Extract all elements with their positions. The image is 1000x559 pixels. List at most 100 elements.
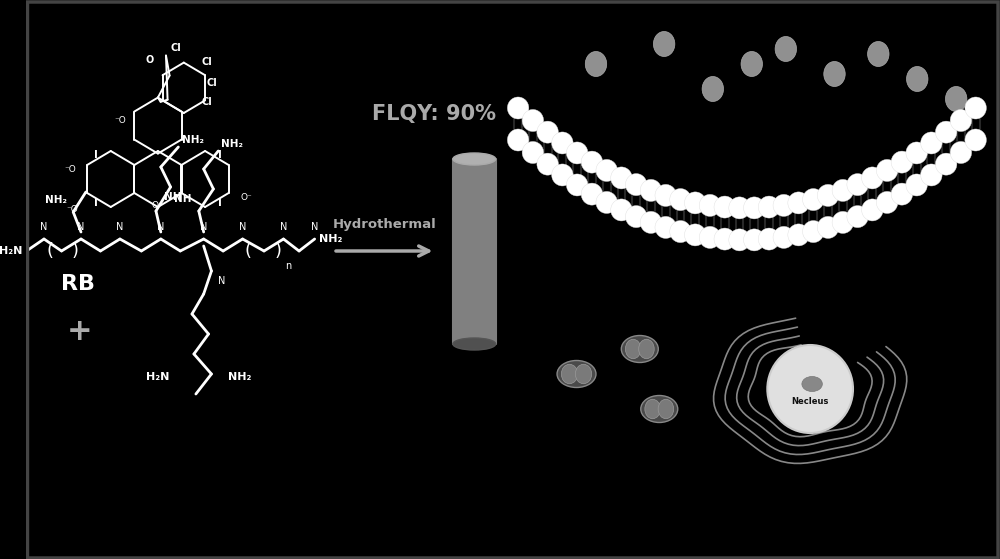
Circle shape bbox=[714, 196, 735, 218]
Ellipse shape bbox=[868, 41, 889, 67]
Circle shape bbox=[906, 142, 927, 164]
Circle shape bbox=[552, 164, 573, 186]
Text: n: n bbox=[285, 261, 292, 271]
Text: O⁻: O⁻ bbox=[240, 192, 252, 201]
Text: NH₂: NH₂ bbox=[228, 372, 251, 382]
Circle shape bbox=[921, 164, 942, 186]
Circle shape bbox=[921, 132, 942, 154]
Circle shape bbox=[729, 229, 750, 251]
Ellipse shape bbox=[453, 338, 496, 350]
Circle shape bbox=[935, 121, 957, 143]
Circle shape bbox=[788, 192, 809, 214]
Circle shape bbox=[773, 195, 794, 216]
Circle shape bbox=[566, 142, 588, 164]
Text: ⁻O: ⁻O bbox=[114, 116, 126, 125]
Text: RB: RB bbox=[61, 274, 95, 294]
Text: O: O bbox=[151, 201, 158, 210]
Text: Cl: Cl bbox=[170, 42, 181, 53]
Circle shape bbox=[670, 221, 691, 243]
Text: I: I bbox=[218, 198, 222, 208]
Ellipse shape bbox=[945, 87, 967, 111]
Text: Cl: Cl bbox=[207, 78, 218, 88]
Ellipse shape bbox=[658, 399, 674, 419]
Text: ): ) bbox=[72, 242, 79, 260]
Ellipse shape bbox=[585, 51, 607, 77]
Circle shape bbox=[537, 121, 558, 143]
Text: N: N bbox=[77, 222, 85, 232]
Text: I: I bbox=[94, 198, 98, 208]
Circle shape bbox=[596, 191, 617, 214]
Text: Cl: Cl bbox=[202, 57, 212, 67]
Text: (: ( bbox=[46, 242, 53, 260]
Circle shape bbox=[803, 188, 824, 211]
Text: O: O bbox=[146, 55, 154, 64]
Circle shape bbox=[817, 216, 839, 238]
Ellipse shape bbox=[702, 77, 724, 102]
Circle shape bbox=[935, 153, 957, 175]
Text: N: N bbox=[311, 222, 318, 232]
Circle shape bbox=[625, 174, 647, 196]
Ellipse shape bbox=[653, 31, 675, 56]
Text: N: N bbox=[116, 222, 124, 232]
Text: H₂N: H₂N bbox=[0, 246, 23, 256]
Circle shape bbox=[876, 159, 898, 182]
Circle shape bbox=[685, 192, 706, 214]
Text: H₂N: H₂N bbox=[146, 372, 170, 382]
Ellipse shape bbox=[639, 339, 654, 359]
Circle shape bbox=[891, 151, 913, 173]
Ellipse shape bbox=[621, 335, 658, 362]
Circle shape bbox=[611, 199, 632, 221]
Circle shape bbox=[758, 228, 780, 250]
Circle shape bbox=[744, 229, 765, 251]
Text: I: I bbox=[218, 150, 222, 160]
Circle shape bbox=[507, 97, 529, 119]
Ellipse shape bbox=[775, 36, 797, 61]
Text: NH: NH bbox=[174, 194, 192, 204]
Circle shape bbox=[744, 197, 765, 219]
Ellipse shape bbox=[907, 67, 928, 92]
Circle shape bbox=[655, 216, 676, 238]
Text: N: N bbox=[200, 222, 207, 232]
Circle shape bbox=[581, 183, 603, 205]
Circle shape bbox=[965, 129, 986, 151]
Text: N: N bbox=[157, 222, 165, 232]
Circle shape bbox=[640, 179, 662, 201]
Ellipse shape bbox=[561, 364, 578, 383]
Text: Necleus: Necleus bbox=[791, 396, 829, 405]
Circle shape bbox=[552, 132, 573, 154]
Text: NH₂: NH₂ bbox=[319, 234, 342, 244]
Circle shape bbox=[906, 174, 927, 196]
Text: Hydrothermal: Hydrothermal bbox=[332, 218, 436, 231]
Ellipse shape bbox=[741, 51, 762, 77]
Circle shape bbox=[685, 224, 706, 246]
Circle shape bbox=[507, 129, 529, 151]
Circle shape bbox=[714, 228, 735, 250]
Circle shape bbox=[522, 110, 544, 131]
Circle shape bbox=[699, 226, 721, 248]
Circle shape bbox=[758, 196, 780, 218]
Text: NH₂: NH₂ bbox=[221, 139, 243, 149]
Circle shape bbox=[625, 206, 647, 228]
Text: N: N bbox=[280, 222, 287, 232]
Circle shape bbox=[847, 174, 868, 196]
Circle shape bbox=[862, 167, 883, 189]
Text: NH: NH bbox=[164, 192, 181, 202]
Text: FLQY: 90%: FLQY: 90% bbox=[372, 104, 496, 124]
Circle shape bbox=[832, 179, 854, 201]
Circle shape bbox=[767, 345, 853, 433]
Ellipse shape bbox=[575, 364, 592, 383]
Text: N: N bbox=[40, 222, 48, 232]
Circle shape bbox=[862, 199, 883, 221]
Text: +: + bbox=[67, 316, 93, 345]
Ellipse shape bbox=[557, 361, 596, 387]
Ellipse shape bbox=[641, 396, 678, 423]
Ellipse shape bbox=[645, 399, 660, 419]
Text: I: I bbox=[94, 150, 98, 160]
Circle shape bbox=[876, 191, 898, 214]
Circle shape bbox=[817, 184, 839, 206]
Circle shape bbox=[655, 184, 676, 206]
Text: ): ) bbox=[274, 242, 281, 260]
Circle shape bbox=[788, 224, 809, 246]
Circle shape bbox=[891, 183, 913, 205]
Circle shape bbox=[950, 110, 972, 131]
